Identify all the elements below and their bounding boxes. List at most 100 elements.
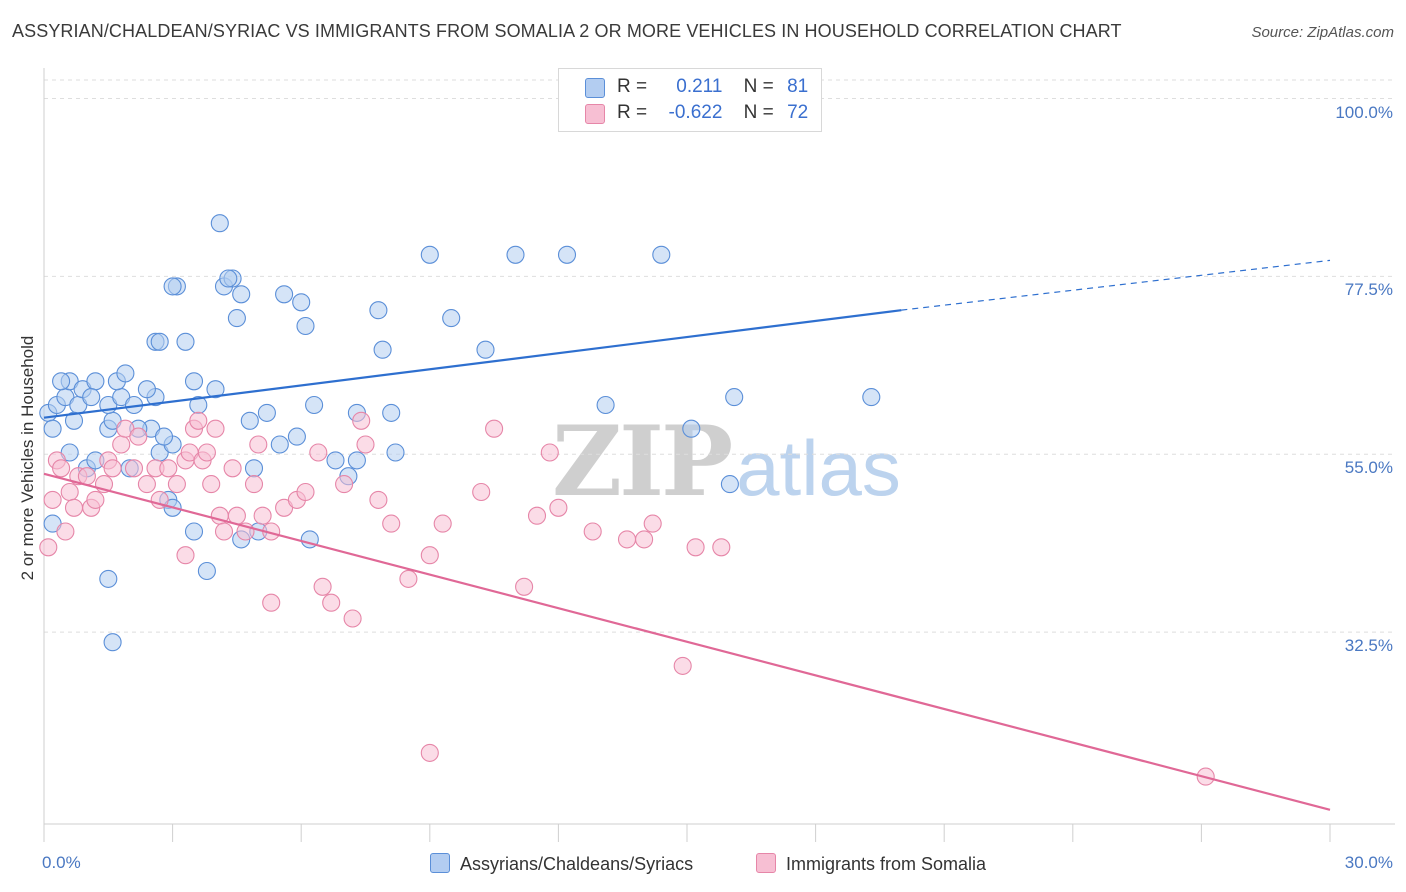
data-point	[549, 498, 568, 517]
axes	[43, 68, 1395, 842]
data-point	[643, 514, 662, 533]
legend-r-value: -0.622	[668, 102, 723, 123]
data-point	[189, 411, 208, 430]
data-point	[673, 656, 692, 675]
bottom-legend-assyrians: Assyrians/Chaldeans/Syriacs	[430, 853, 693, 875]
trend-line-assyrians-projection	[901, 259, 1331, 311]
data-point	[335, 475, 354, 494]
data-point	[137, 475, 156, 494]
legend-r-label: R =	[617, 102, 648, 123]
data-point	[39, 538, 58, 557]
y-tick-label: 32.5%	[1344, 636, 1393, 656]
data-point	[86, 372, 105, 391]
data-point	[356, 435, 375, 454]
legend-n-label: N =	[743, 102, 774, 123]
y-tick-label: 77.5%	[1344, 280, 1393, 300]
data-point	[219, 269, 238, 288]
data-point	[244, 459, 264, 478]
data-point	[347, 451, 366, 470]
data-point	[52, 459, 71, 478]
data-point	[583, 522, 602, 541]
series-somalia-points	[39, 411, 1215, 786]
data-point	[249, 435, 268, 454]
y-tick-label: 100.0%	[1335, 102, 1393, 122]
data-point	[399, 569, 418, 588]
stats-legend: R = 0.211 N = 81 R = -0.622 N = 72	[558, 68, 822, 132]
data-point	[197, 561, 216, 581]
data-point	[275, 285, 294, 304]
data-point	[720, 475, 739, 494]
data-point	[56, 522, 75, 541]
y-tick-label: 55.0%	[1344, 458, 1393, 478]
data-point	[540, 443, 559, 462]
data-point	[240, 411, 259, 430]
watermark-zip: ZIP	[552, 405, 733, 518]
legend-n-value: 81	[787, 76, 809, 97]
data-point	[210, 214, 229, 233]
data-point	[214, 522, 234, 541]
data-point	[557, 245, 577, 264]
bottom-legend-swatch-pink	[756, 853, 776, 873]
data-point	[86, 490, 105, 509]
y-axis-label: 2 or more Vehicles in Household	[18, 335, 37, 581]
chart-title: ASSYRIAN/CHALDEAN/SYRIAC VS IMMIGRANTS F…	[12, 21, 1122, 41]
data-point	[309, 443, 328, 462]
data-point	[159, 459, 178, 478]
data-point	[124, 459, 144, 478]
data-point	[103, 459, 122, 478]
data-point	[77, 467, 96, 486]
data-point	[305, 395, 324, 415]
data-point	[382, 514, 401, 533]
data-point	[343, 609, 362, 628]
data-point	[476, 340, 495, 359]
data-point	[515, 577, 534, 596]
data-point	[154, 427, 174, 446]
data-point	[682, 419, 701, 438]
legend-n-label: N =	[743, 76, 774, 97]
data-point	[712, 538, 731, 557]
data-point	[420, 743, 439, 762]
data-point	[369, 490, 388, 509]
data-point	[420, 245, 439, 264]
data-point	[129, 427, 148, 446]
data-point	[420, 546, 439, 565]
data-point	[257, 403, 276, 422]
source-label: Source: ZipAtlas.com	[1251, 24, 1394, 41]
x-tick-label: 30.0%	[1344, 853, 1393, 872]
data-point	[60, 482, 79, 502]
data-point	[296, 316, 315, 336]
data-point	[206, 419, 225, 438]
data-point	[442, 309, 461, 328]
data-point	[223, 459, 242, 478]
data-point	[206, 380, 225, 399]
data-point	[433, 514, 452, 533]
data-point	[686, 538, 705, 557]
trend-line-assyrians	[43, 309, 902, 419]
data-point	[244, 475, 264, 494]
trend-lines	[43, 259, 1331, 811]
data-point	[116, 364, 135, 383]
data-point	[506, 245, 525, 264]
data-point	[176, 546, 195, 565]
legend-text-pink: R = -0.622 N = 72	[617, 102, 808, 124]
data-point	[52, 372, 71, 391]
data-point	[184, 372, 204, 391]
bottom-legend-somalia: Immigrants from Somalia	[756, 853, 986, 875]
data-point	[64, 411, 84, 430]
data-point	[313, 577, 332, 596]
data-point	[296, 482, 315, 502]
data-point	[862, 388, 881, 407]
data-point	[150, 332, 169, 351]
data-point	[82, 388, 101, 407]
data-point	[382, 403, 401, 422]
data-point	[527, 506, 547, 525]
data-point	[99, 569, 118, 588]
data-point	[163, 277, 182, 296]
data-point	[202, 475, 221, 494]
data-point	[386, 443, 405, 462]
data-point	[262, 593, 281, 612]
data-point	[485, 419, 504, 438]
data-point	[167, 475, 186, 494]
data-point	[103, 633, 122, 652]
